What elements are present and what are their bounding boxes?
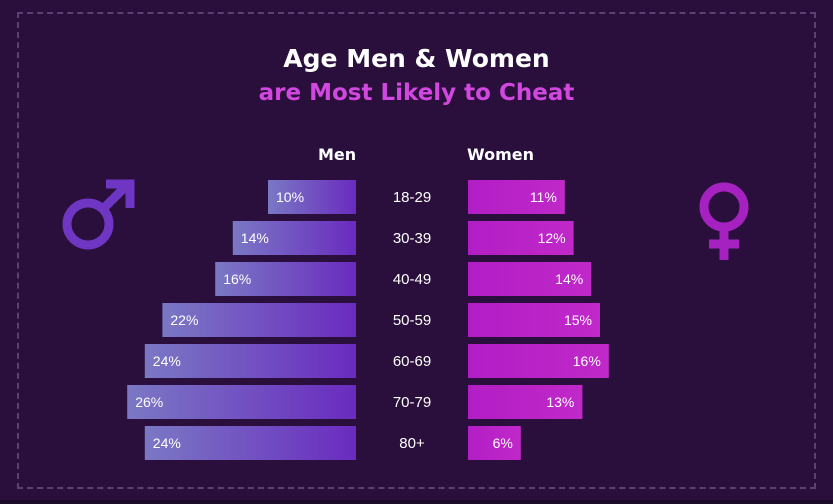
men-value-label: 22% bbox=[170, 312, 198, 328]
men-bar bbox=[144, 344, 356, 378]
men-value-label: 24% bbox=[153, 435, 181, 451]
age-category-label: 30-39 bbox=[393, 230, 431, 247]
male-symbol-icon bbox=[62, 179, 135, 250]
women-value-label: 14% bbox=[555, 271, 583, 287]
women-bar bbox=[468, 385, 583, 419]
chart-title: Age Men & Women bbox=[283, 44, 550, 73]
men-bar bbox=[268, 180, 356, 214]
bottom-divider bbox=[0, 500, 833, 504]
age-category-label: 40-49 bbox=[393, 271, 431, 288]
women-bar bbox=[468, 303, 600, 337]
men-series-label: Men bbox=[318, 145, 357, 164]
age-category-label: 70-79 bbox=[393, 394, 431, 411]
men-value-label: 24% bbox=[153, 353, 181, 369]
women-value-label: 11% bbox=[530, 189, 557, 205]
women-value-label: 13% bbox=[546, 394, 574, 410]
men-bar bbox=[144, 426, 356, 460]
men-bar bbox=[162, 303, 356, 337]
men-bar bbox=[215, 262, 356, 296]
dashed-frame bbox=[17, 12, 816, 489]
women-value-label: 15% bbox=[564, 312, 592, 328]
age-category-label: 50-59 bbox=[393, 312, 431, 329]
men-bar bbox=[232, 221, 356, 255]
men-value-label: 26% bbox=[135, 394, 163, 410]
women-value-label: 12% bbox=[538, 230, 566, 246]
women-bar bbox=[468, 344, 609, 378]
men-value-label: 16% bbox=[223, 271, 251, 287]
men-value-label: 14% bbox=[241, 230, 269, 246]
age-category-label: 18-29 bbox=[393, 189, 431, 206]
women-bar bbox=[468, 262, 592, 296]
age-category-label: 60-69 bbox=[393, 353, 431, 370]
women-series-label: Women bbox=[467, 145, 534, 164]
female-symbol-icon bbox=[699, 182, 749, 260]
men-value-label: 10% bbox=[276, 189, 304, 205]
age-category-label: 80+ bbox=[399, 435, 425, 452]
chart-subtitle: are Most Likely to Cheat bbox=[258, 80, 575, 106]
women-bar bbox=[468, 180, 565, 214]
women-value-label: 16% bbox=[573, 353, 601, 369]
women-value-label: 6% bbox=[493, 435, 513, 451]
men-bar bbox=[127, 385, 356, 419]
women-bar bbox=[468, 221, 574, 255]
women-bar bbox=[468, 426, 521, 460]
